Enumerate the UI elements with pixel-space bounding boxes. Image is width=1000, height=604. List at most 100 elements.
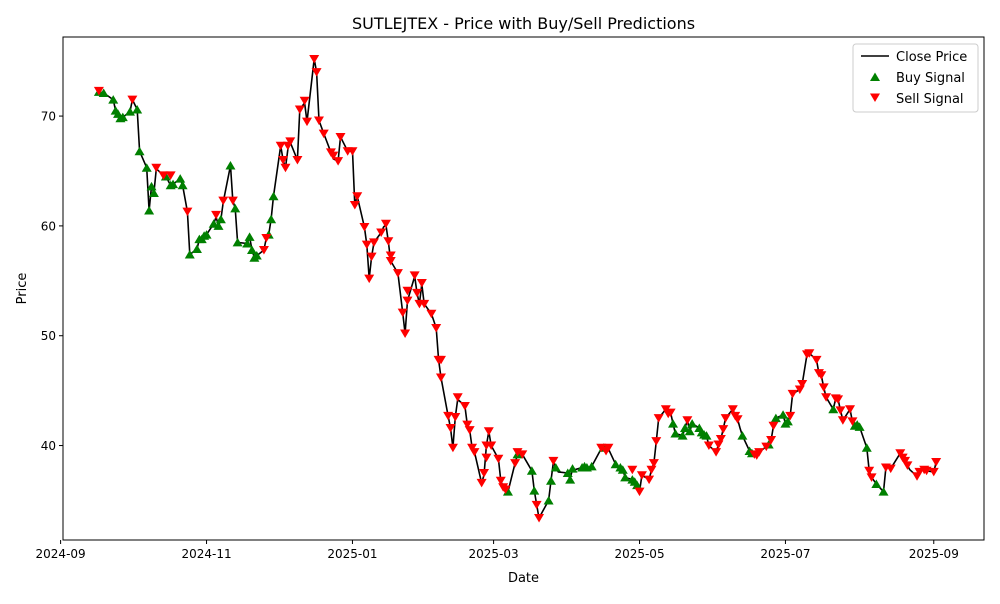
sell-signal-marker [928, 467, 939, 477]
sell-signal-marker [864, 466, 875, 476]
sell-signal-marker [292, 156, 303, 165]
buy-signal-marker [168, 179, 179, 189]
sell-signal-marker [380, 219, 391, 229]
buy-signal-marker [543, 495, 554, 505]
sell-signal-marker [481, 453, 492, 463]
sell-signal-marker [651, 437, 662, 446]
sell-signal-marker [548, 456, 559, 466]
sell-signal-marker [392, 269, 403, 278]
sell-signal-marker [359, 222, 370, 232]
sell-signal-marker [431, 324, 442, 333]
sell-signal-marker [500, 485, 511, 494]
buy-signal-marker [878, 487, 889, 496]
sell-signal-marker [847, 417, 858, 426]
buy-signal-marker [213, 221, 224, 230]
buy-signal-marker [550, 463, 561, 472]
buy-signal-marker [668, 419, 679, 428]
buy-signal-marker [670, 428, 681, 438]
y-tick-label: 70 [41, 110, 56, 124]
buy-signal-marker [546, 476, 557, 485]
sell-signal-marker [218, 196, 229, 206]
buy-signal-marker [526, 466, 537, 475]
buy-signal-marker [782, 416, 793, 426]
buy-signal-marker [562, 468, 573, 478]
sell-signal-marker [596, 443, 607, 453]
sell-signal-marker [443, 411, 454, 421]
x-tick-label: 2025-09 [909, 547, 959, 561]
sell-signal-marker [653, 414, 664, 423]
sell-signal-marker [127, 95, 138, 105]
sell-signal-marker [835, 406, 846, 415]
sell-signal-marker [821, 393, 832, 402]
buy-signal-marker [687, 419, 698, 428]
sell-signal-marker [646, 465, 657, 475]
buy-signal-marker [871, 479, 882, 488]
sell-signal-marker [464, 426, 475, 435]
sell-signal-marker [409, 271, 420, 280]
sell-signal-marker [318, 129, 329, 139]
sell-signal-marker [715, 434, 726, 444]
buy-signal-marker [230, 203, 241, 213]
legend-buy-marker [870, 72, 880, 81]
sell-signal-marker [385, 251, 396, 261]
sell-signal-marker [93, 86, 104, 96]
sell-signal-marker [627, 465, 638, 475]
sell-signal-marker [349, 201, 360, 210]
sell-signal-marker [885, 464, 896, 474]
sell-signal-marker [385, 257, 396, 266]
sell-signal-marker [419, 299, 430, 309]
sell-signal-marker [720, 414, 731, 423]
sell-signal-marker [682, 416, 693, 425]
sell-signal-marker [445, 423, 456, 433]
sell-signal-marker [302, 117, 313, 127]
sell-signal-marker [804, 349, 815, 358]
sell-signal-marker [227, 196, 238, 206]
x-tick-label: 2024-11 [181, 547, 231, 561]
buy-signal-marker [242, 238, 253, 248]
sell-signal-marker [335, 132, 346, 142]
sell-signal-marker [426, 309, 437, 319]
y-tick-label: 50 [41, 329, 56, 343]
sell-signal-marker [158, 171, 169, 180]
sell-signal-marker [512, 448, 523, 457]
sell-signal-marker [313, 116, 324, 125]
sell-signal-marker [644, 475, 655, 485]
buy-signal-marker [266, 214, 277, 224]
buy-signal-marker [854, 422, 865, 431]
buy-signal-marker [610, 459, 621, 469]
sell-signal-marker [275, 141, 286, 151]
sell-signal-marker [165, 171, 176, 180]
buy-signal-marker [620, 472, 631, 482]
buy-signal-marker [225, 160, 236, 170]
sell-signal-marker [648, 459, 659, 468]
sell-signal-marker [459, 402, 470, 411]
sell-signal-marker [483, 427, 494, 436]
buy-signal-marker [184, 249, 195, 259]
sell-signal-marker [816, 371, 827, 380]
sell-signal-marker [866, 473, 877, 482]
y-axis-label: Price [15, 273, 30, 305]
sell-signal-marker [402, 296, 413, 306]
sell-signal-marker [531, 500, 542, 510]
buy-signal-marker [778, 410, 789, 419]
legend-label-close-price: Close Price [896, 50, 967, 65]
sell-signal-marker [785, 411, 796, 421]
sell-signal-marker [435, 373, 446, 382]
sell-signal-marker [368, 238, 379, 247]
x-tick-label: 2024-09 [36, 547, 86, 561]
sell-signal-marker [761, 442, 772, 452]
sell-signal-marker [479, 469, 490, 478]
sell-signal-marker [732, 415, 743, 424]
sell-signal-marker [727, 405, 738, 414]
sell-signal-marker [258, 246, 269, 255]
x-tick-label: 2025-01 [327, 547, 377, 561]
sell-signal-marker [833, 395, 844, 404]
buy-signal-marker [565, 475, 576, 484]
buy-signal-marker [134, 146, 145, 156]
sell-signal-marker [376, 228, 387, 237]
buy-signal-marker [132, 104, 143, 114]
sell-signal-marker [754, 448, 765, 457]
sell-signal-marker [902, 461, 913, 470]
sell-signal-marker [766, 436, 777, 445]
sell-signal-marker [280, 163, 291, 173]
